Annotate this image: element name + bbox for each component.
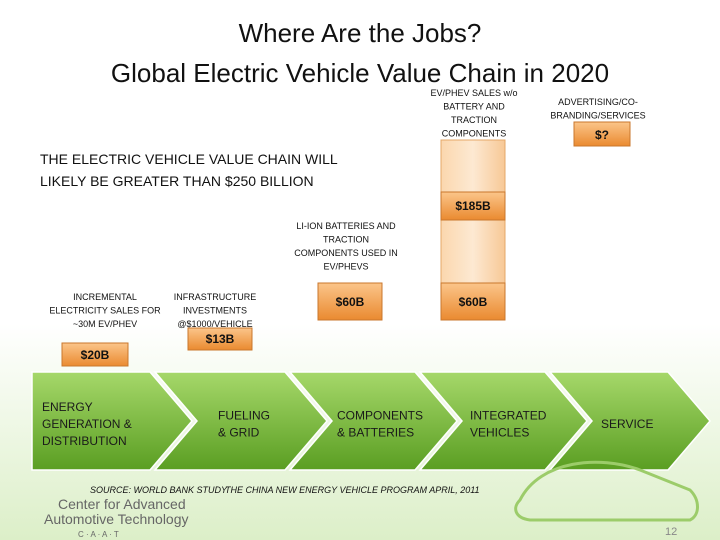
reference: THE CHINA NEW ENERGY VEHICLE PROGRAM APR… xyxy=(225,485,480,495)
chevron xyxy=(418,371,588,471)
value: $60B xyxy=(336,295,365,309)
value-box xyxy=(187,327,253,351)
segment-label: ADVERTISING/CO- xyxy=(558,97,638,107)
chevron xyxy=(31,371,193,471)
chain-label: & BATTERIES xyxy=(337,426,414,440)
segment-label: BRANDING/SERVICES xyxy=(550,111,645,121)
logo: Automotive Technology xyxy=(44,511,189,527)
chevron xyxy=(548,371,711,471)
segment-label: TRACTION xyxy=(451,115,497,125)
segment-label: TRACTION xyxy=(323,235,369,245)
logo: C · A · A · T xyxy=(78,530,119,539)
chain-label: & GRID xyxy=(218,426,260,440)
value-box xyxy=(61,342,129,367)
segment-label: ~30M EV/PHEV xyxy=(73,319,137,329)
logo: Center for Advanced xyxy=(58,496,186,512)
value-box xyxy=(573,121,631,147)
segment-label: LI-ION BATTERIES AND xyxy=(296,221,396,231)
segment-label: ELECTRICITY SALES FOR xyxy=(49,306,161,316)
car-outline xyxy=(514,460,699,522)
callout: LIKELY BE GREATER THAN $250 BILLION xyxy=(40,173,314,189)
title: Where Are the Jobs? xyxy=(239,18,482,48)
value: $13B xyxy=(206,332,235,346)
value: $60B xyxy=(459,295,488,309)
chain-label: SERVICE xyxy=(601,417,653,431)
value-box xyxy=(317,282,383,321)
chain-label: ENERGY xyxy=(42,400,93,414)
segment-label: INVESTMENTS xyxy=(183,306,247,316)
segment-label: COMPONENTS USED IN xyxy=(294,248,398,258)
chain-label: VEHICLES xyxy=(470,426,529,440)
value: $185B xyxy=(455,199,491,213)
boxes xyxy=(61,121,631,367)
chain-label: DISTRIBUTION xyxy=(42,434,127,448)
title: Global Electric Vehicle Value Chain in 2… xyxy=(111,58,609,88)
chain-labels: ENERGY GENERATION & DISTRIBUTION FUELING & G… xyxy=(42,400,653,448)
segment-labels: INCREMENTAL ELECTRICITY SALES FOR ~30M EV/… xyxy=(49,88,645,329)
value: $20B xyxy=(81,348,110,362)
chevron xyxy=(153,371,328,471)
value-box xyxy=(440,282,506,321)
source: SOURCE: WORLD BANK STUDY xyxy=(90,485,228,495)
callout: THE ELECTRIC VEHICLE VALUE CHAIN WILL xyxy=(40,151,338,167)
segment-label: @$1000/VEHICLE xyxy=(177,319,252,329)
value: $? xyxy=(595,128,609,142)
segment-label: BATTERY AND xyxy=(443,102,505,112)
chain-label: FUELING xyxy=(218,409,270,423)
segment-label: INCREMENTAL xyxy=(73,292,137,302)
chain-label: COMPONENTS xyxy=(337,409,423,423)
chain xyxy=(31,371,711,471)
chain-label: INTEGRATED xyxy=(470,409,547,423)
segment-label: EV/PHEV SALES w/o xyxy=(430,88,517,98)
value-box xyxy=(440,191,506,221)
page-number: 12 xyxy=(665,526,677,538)
segment-label: COMPONENTS xyxy=(442,129,507,139)
chevron xyxy=(288,371,458,471)
chain-label: GENERATION & xyxy=(42,417,132,431)
segment-label: EV/PHEVS xyxy=(323,262,368,272)
segment-label: INFRASTRUCTURE xyxy=(174,292,257,302)
